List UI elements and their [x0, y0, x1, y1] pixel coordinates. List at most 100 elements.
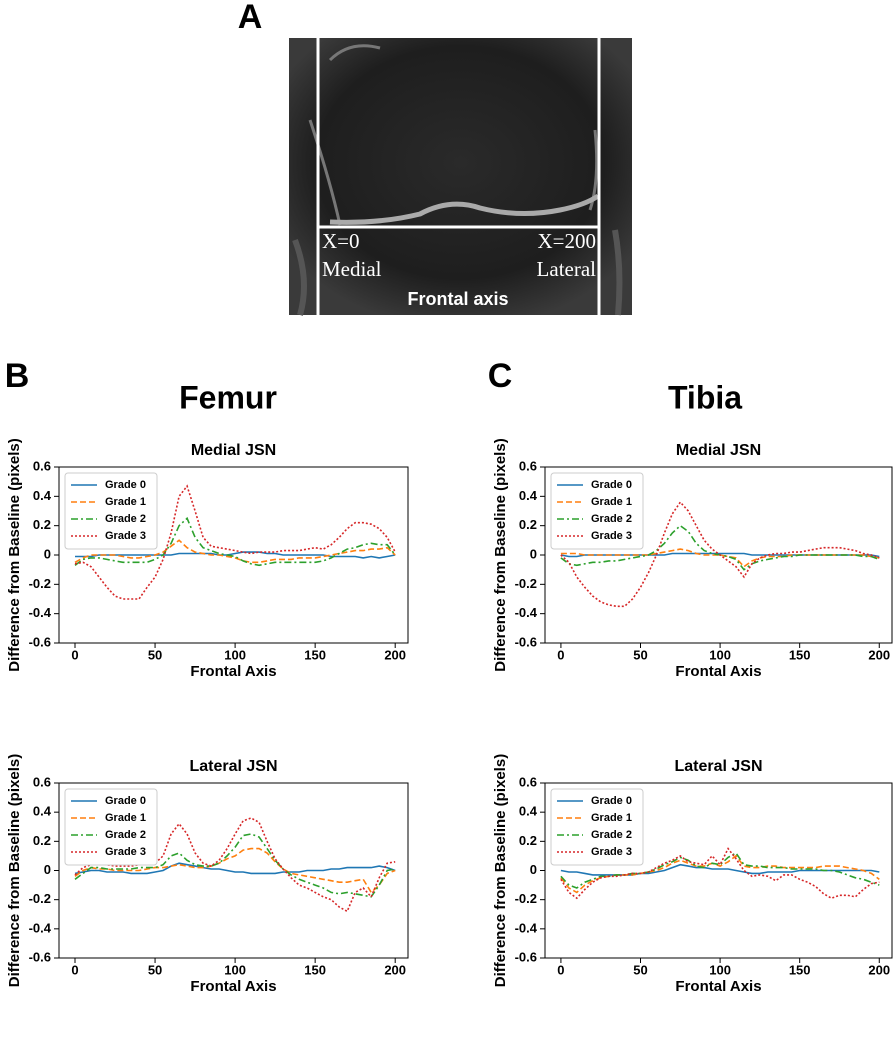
chart-title: Lateral JSN [674, 758, 762, 775]
x-tick-label: 150 [789, 962, 811, 977]
y-tick-label: 0.6 [33, 458, 51, 473]
data-line [74, 539, 396, 564]
x-tick-label: 100 [709, 647, 731, 662]
panel-title: Femur [179, 379, 277, 415]
data-line [74, 484, 396, 600]
plot-frame [58, 466, 409, 644]
legend-box [550, 472, 644, 550]
y-tick-label: -0.4 [515, 605, 538, 620]
y-tick-label: -0.2 [515, 891, 537, 906]
legend-label: Grade 0 [591, 479, 632, 491]
x-tick-label: 150 [304, 962, 326, 977]
x-tick-label: 50 [633, 962, 647, 977]
legend-label: Grade 3 [105, 846, 146, 858]
data-line [560, 548, 880, 568]
x-tick-label: 200 [868, 647, 890, 662]
chart-title: Medial JSN [676, 442, 761, 459]
legend-label: Grade 2 [591, 829, 632, 841]
legend-box [64, 472, 158, 550]
chart-title: Lateral JSN [189, 758, 277, 775]
x-tick-label: 0 [557, 962, 564, 977]
legend-label: Grade 0 [591, 795, 632, 807]
legend: Grade 0 Grade 1 Grade 2 Grade 3 [550, 788, 644, 866]
y-tick-label: 0.4 [519, 804, 538, 819]
legend-label: Grade 0 [105, 479, 146, 491]
y-tick-label: 0 [530, 546, 537, 561]
y-tick-label: 0.6 [519, 774, 537, 789]
y-axis-label: Difference from Baseline (pixels) [492, 438, 509, 671]
x-tick-label: 100 [224, 647, 246, 662]
legend: Grade 0 Grade 1 Grade 2 Grade 3 [64, 788, 158, 866]
panel-label: C [488, 357, 513, 395]
x-tick-label: 0 [557, 647, 564, 662]
y-tick-label: -0.2 [29, 891, 51, 906]
legend-label: Grade 0 [105, 795, 146, 807]
y-tick-label: -0.2 [29, 576, 51, 591]
legend: Grade 0 Grade 1 Grade 2 Grade 3 [550, 472, 644, 550]
image-label: Medial [322, 257, 382, 281]
y-axis-label: Difference from Baseline (pixels) [6, 754, 23, 987]
legend-label: Grade 3 [105, 530, 146, 542]
data-line [74, 817, 396, 913]
x-tick-label: 50 [633, 647, 647, 662]
image-label: X=200 [537, 229, 596, 253]
panel-label: B [5, 357, 30, 395]
y-tick-label: 0.2 [519, 833, 537, 848]
legend-label: Grade 2 [105, 829, 146, 841]
legend-label: Grade 1 [105, 496, 146, 508]
legend-label: Grade 1 [105, 812, 146, 824]
legend-label: Grade 2 [105, 513, 146, 525]
x-axis-label: Frontal Axis [190, 978, 276, 995]
plot-frame [58, 782, 409, 959]
x-tick-label: 200 [868, 962, 890, 977]
y-tick-label: -0.2 [515, 576, 537, 591]
x-tick-label: 0 [71, 647, 78, 662]
legend-label: Grade 1 [591, 812, 632, 824]
x-tick-label: 50 [148, 647, 162, 662]
y-tick-label: 0.4 [33, 804, 52, 819]
data-line [74, 847, 396, 894]
y-tick-label: 0.6 [33, 774, 51, 789]
y-tick-label: -0.4 [29, 605, 52, 620]
x-tick-label: 0 [71, 962, 78, 977]
x-tick-label: 100 [224, 962, 246, 977]
y-axis-label: Difference from Baseline (pixels) [6, 438, 23, 671]
y-tick-label: 0.2 [33, 833, 51, 848]
x-tick-label: 200 [384, 647, 406, 662]
x-tick-label: 150 [789, 647, 811, 662]
image-label: X=0 [322, 229, 360, 253]
x-tick-label: 100 [709, 962, 731, 977]
data-line [560, 851, 880, 889]
data-line [560, 500, 880, 608]
legend-label: Grade 3 [591, 846, 632, 858]
y-tick-label: 0.2 [519, 517, 537, 532]
x-axis-label: Frontal Axis [675, 663, 761, 680]
plot-frame [544, 782, 893, 959]
legend: Grade 0 Grade 1 Grade 2 Grade 3 [64, 472, 158, 550]
x-tick-label: 50 [148, 962, 162, 977]
legend-box [550, 788, 644, 866]
y-tick-label: 0.4 [33, 488, 52, 503]
data-line [74, 862, 396, 875]
y-tick-label: 0.4 [519, 488, 538, 503]
legend-label: Grade 3 [591, 530, 632, 542]
y-tick-label: 0.2 [33, 517, 51, 532]
legend-label: Grade 2 [591, 513, 632, 525]
image-label: Frontal axis [407, 289, 508, 309]
y-tick-label: -0.6 [29, 949, 51, 964]
y-tick-label: -0.6 [29, 634, 51, 649]
y-tick-label: -0.4 [515, 920, 538, 935]
chart-title: Medial JSN [191, 442, 276, 459]
panel-label: A [238, 0, 263, 36]
y-tick-label: -0.6 [515, 949, 537, 964]
panel-title: Tibia [668, 379, 742, 415]
plot-frame [544, 466, 893, 644]
data-line [74, 833, 396, 898]
x-axis-label: Frontal Axis [675, 978, 761, 995]
y-tick-label: -0.6 [515, 634, 537, 649]
data-line [74, 516, 396, 567]
y-tick-label: 0 [44, 546, 51, 561]
y-tick-label: 0 [530, 862, 537, 877]
y-axis-label: Difference from Baseline (pixels) [492, 754, 509, 987]
